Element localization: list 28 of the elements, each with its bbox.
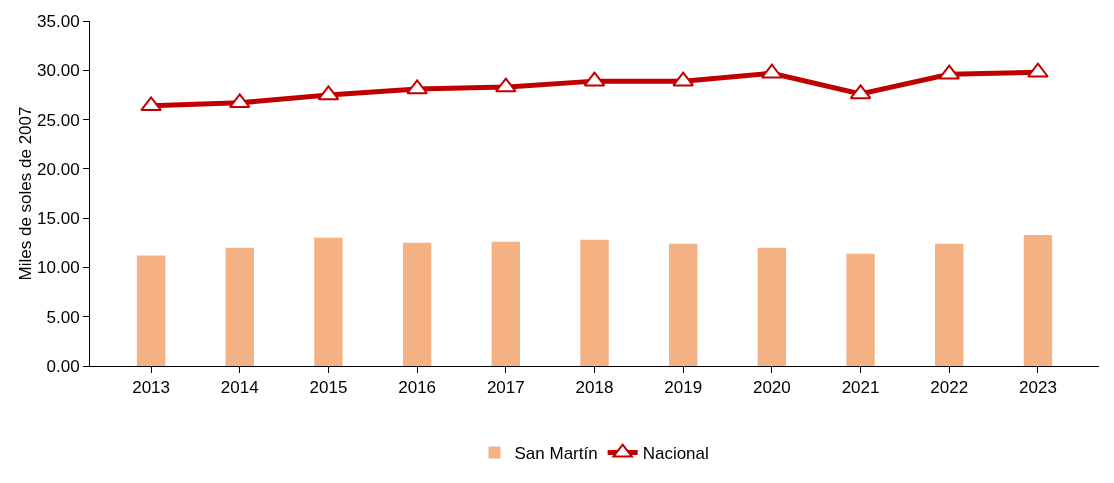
y-tick-label: 30.00 (37, 61, 80, 81)
y-axis-title: Miles de soles de 2007 (16, 106, 36, 281)
x-tick-label: 2013 (132, 378, 170, 398)
legend-label: Nacional (642, 444, 709, 464)
point (761, 63, 783, 79)
y-tick-label: 35.00 (37, 11, 80, 31)
y-tick-label: 5.00 (46, 307, 80, 327)
point (406, 79, 428, 95)
y-tick-label: 0.00 (46, 356, 80, 376)
x-tick-label: 2014 (220, 378, 259, 398)
x-tick-label: 2019 (664, 378, 703, 398)
point (140, 96, 162, 112)
point (495, 77, 517, 93)
y-tick-label: 20.00 (37, 159, 80, 179)
x-tick-label: 2015 (309, 378, 348, 398)
x-tick-label: 2022 (930, 378, 969, 398)
x-tick-label: 2017 (486, 378, 525, 398)
x-tick-label: 2018 (575, 378, 614, 398)
x-tick-label: 2020 (752, 378, 791, 398)
y-tick-label: 10.00 (37, 258, 80, 278)
point (1027, 62, 1049, 78)
x-tick-label: 2021 (841, 378, 880, 398)
y-tick-label: 15.00 (37, 209, 80, 229)
x-tick-label: 2023 (1019, 378, 1057, 398)
y-tick-label: 25.00 (37, 110, 80, 130)
point (672, 71, 694, 87)
x-tick-label: 2016 (398, 378, 437, 398)
legend-label: San Martín (514, 444, 598, 464)
